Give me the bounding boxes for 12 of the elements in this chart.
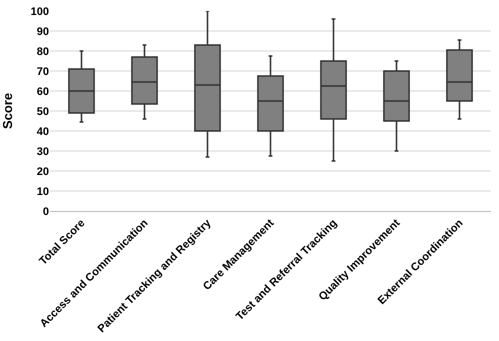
y-tick-label: 40 [36, 126, 49, 138]
y-tick-label: 80 [36, 46, 49, 58]
y-tick-label: 100 [30, 6, 49, 18]
y-axis-title: Score [0, 92, 15, 130]
y-tick-label: 0 [42, 206, 49, 218]
y-tick-label: 90 [36, 26, 49, 38]
y-tick-label: 60 [36, 86, 49, 98]
y-tick-label: 10 [36, 186, 49, 198]
y-tick-label: 30 [36, 146, 49, 158]
y-tick-label: 50 [36, 106, 49, 118]
y-tick-label: 20 [36, 166, 49, 178]
y-tick-label: 70 [36, 66, 49, 78]
